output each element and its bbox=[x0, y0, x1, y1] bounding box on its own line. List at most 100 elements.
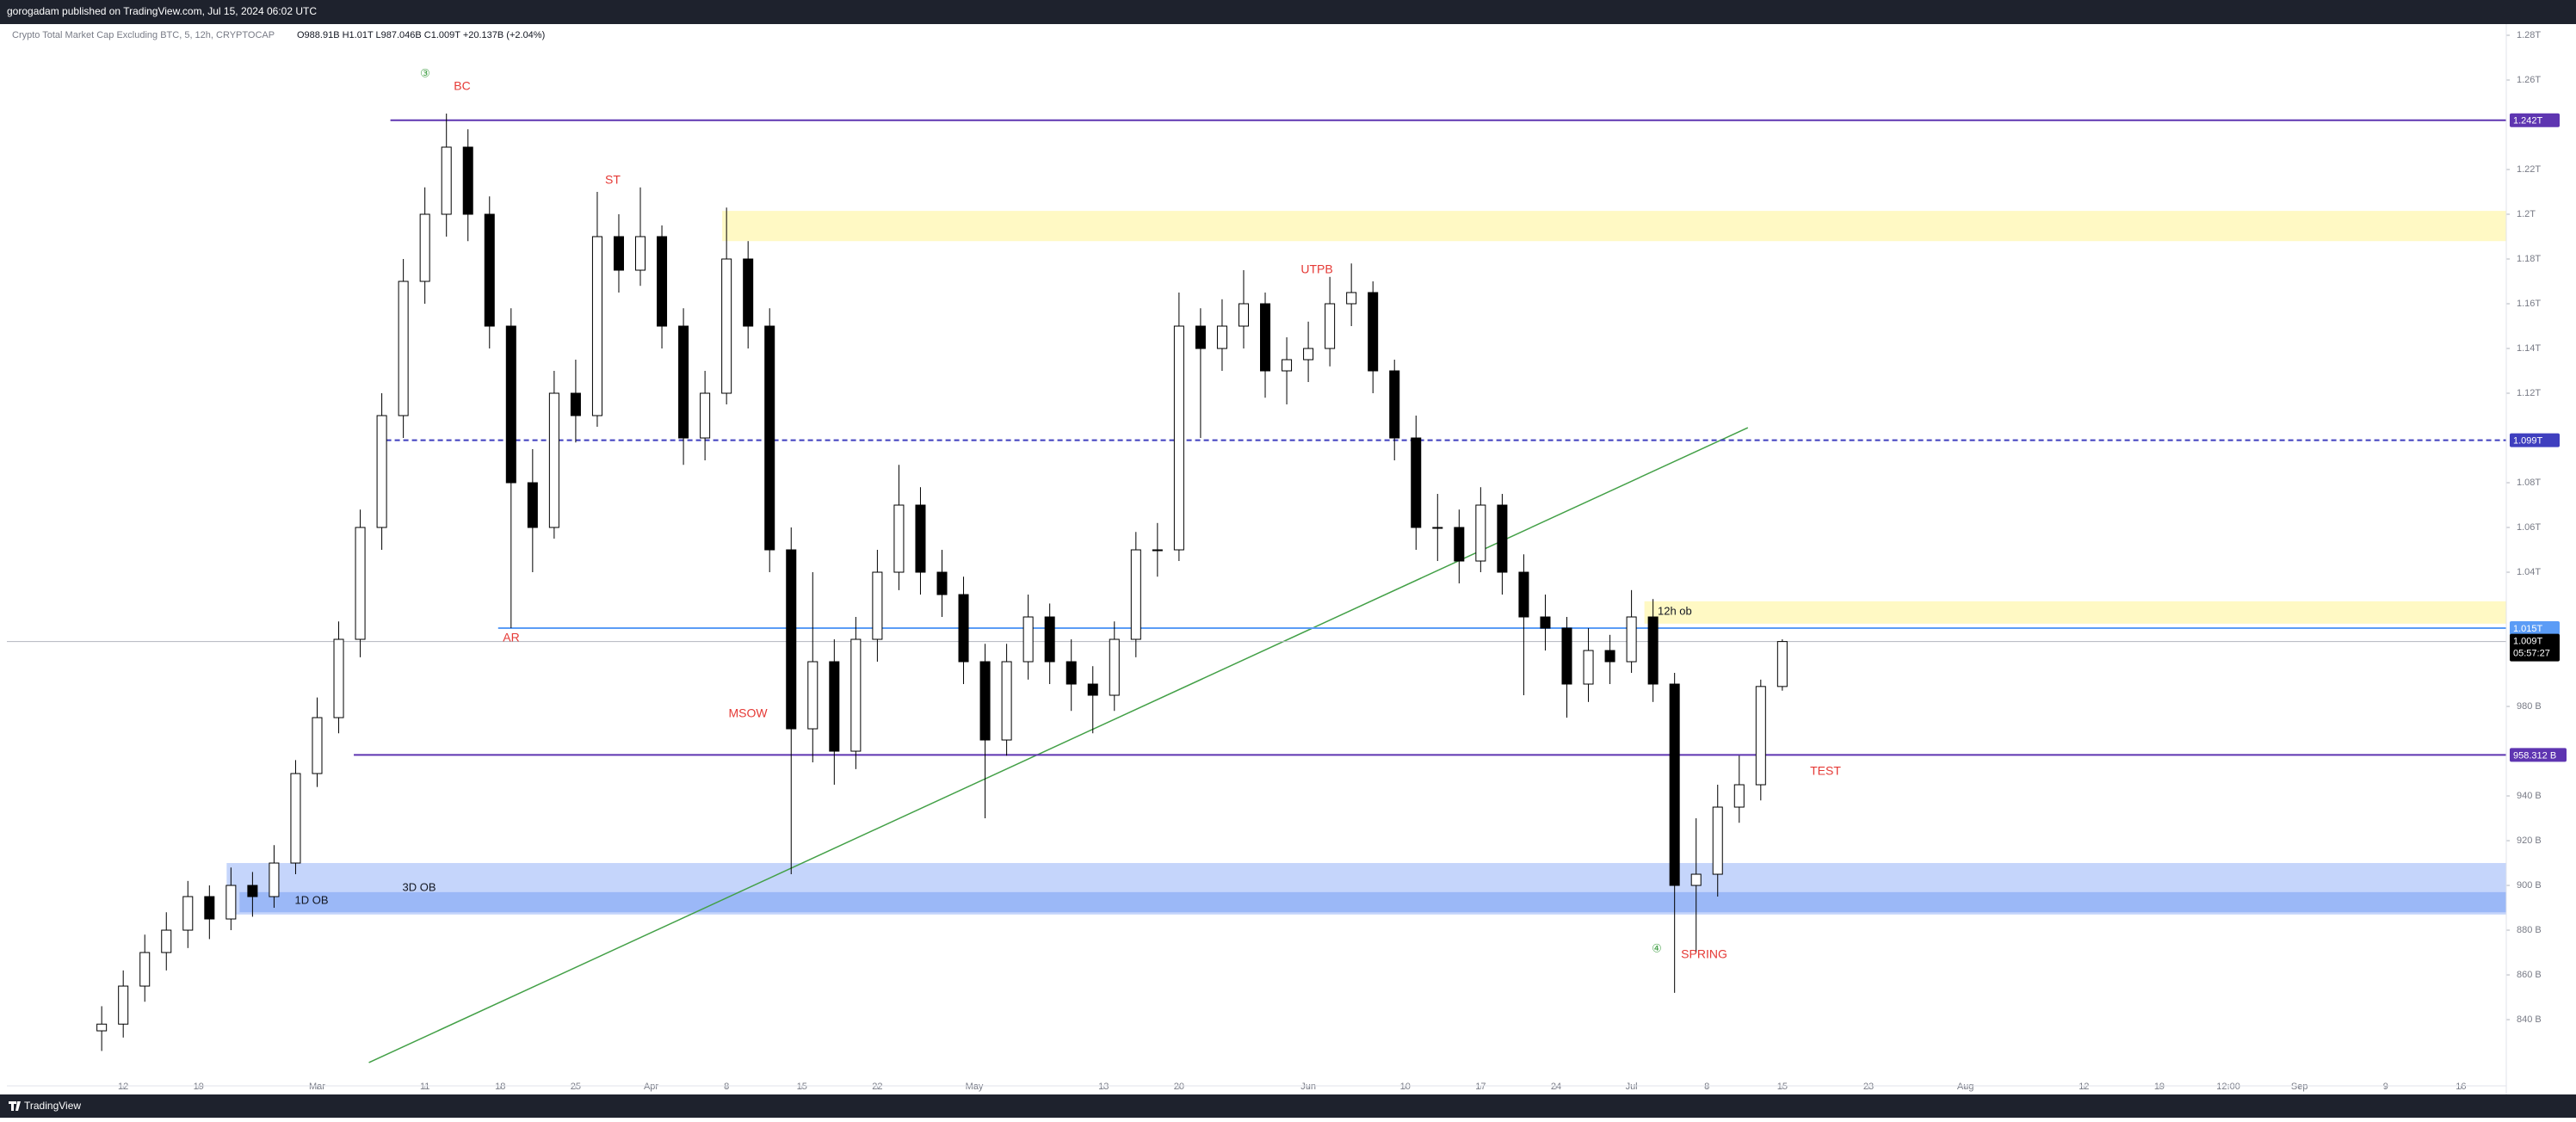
candle-body bbox=[635, 236, 646, 271]
annotation: ③ bbox=[420, 66, 430, 79]
level-label-box bbox=[2510, 433, 2560, 447]
candle-body bbox=[1195, 325, 1206, 349]
candle-body bbox=[613, 236, 624, 271]
y-tick-label: 860 B bbox=[2517, 970, 2542, 980]
candle-body bbox=[1173, 325, 1184, 551]
x-tick-label: Jul bbox=[1626, 1082, 1638, 1092]
candle-body bbox=[1518, 571, 1529, 618]
y-tick-label: 920 B bbox=[2517, 835, 2542, 846]
candle-body bbox=[1087, 683, 1098, 696]
annotation: BC bbox=[454, 79, 470, 93]
candle-body bbox=[893, 504, 905, 573]
annotation: 12h ob bbox=[1658, 604, 1692, 617]
zones bbox=[226, 211, 2507, 915]
footer-bar bbox=[0, 1094, 2576, 1118]
candle-body bbox=[1669, 683, 1680, 886]
candle-body bbox=[1346, 292, 1357, 305]
x-tick-label: 13 bbox=[1098, 1082, 1109, 1092]
x-tick-label: 12 bbox=[2079, 1082, 2089, 1092]
candle-body bbox=[743, 258, 754, 327]
y-tick-label: 1.16T bbox=[2517, 299, 2541, 309]
countdown: 05:57:27 bbox=[2513, 649, 2550, 659]
candle-body bbox=[1325, 303, 1336, 349]
y-tick-label: 1.06T bbox=[2517, 522, 2541, 533]
candle-body bbox=[807, 661, 819, 730]
x-tick-label: 16 bbox=[2456, 1082, 2466, 1092]
candle-body bbox=[484, 213, 495, 327]
header-bar bbox=[0, 0, 2576, 24]
y-tick-label: 1.28T bbox=[2517, 30, 2541, 40]
annotation: UTPB bbox=[1300, 262, 1332, 276]
x-tick-label: Aug bbox=[1957, 1082, 1974, 1092]
x-tick-label: 23 bbox=[1863, 1082, 1874, 1092]
x-tick-label: 20 bbox=[1174, 1082, 1184, 1092]
candle-body bbox=[786, 549, 797, 730]
y-tick-label: 1.2T bbox=[2517, 209, 2536, 219]
level-label-box bbox=[2510, 748, 2567, 762]
candle-body bbox=[1368, 292, 1379, 372]
candle-body bbox=[657, 236, 668, 327]
drawings bbox=[7, 119, 2506, 1063]
candle-body bbox=[1022, 616, 1034, 663]
candle-body bbox=[1432, 527, 1443, 529]
candle-body bbox=[1540, 616, 1551, 629]
level-label: 958.312 B bbox=[2513, 750, 2556, 761]
candle-body bbox=[1411, 437, 1422, 528]
y-tick-label: 1.18T bbox=[2517, 254, 2541, 264]
candle-body bbox=[312, 717, 323, 774]
candle-body bbox=[204, 896, 215, 920]
candle-body bbox=[139, 952, 151, 987]
candle-body bbox=[591, 236, 602, 416]
level-label-box bbox=[2510, 621, 2560, 636]
zone bbox=[1644, 601, 2506, 624]
candle-body bbox=[1282, 359, 1293, 372]
x-tick-label: 9 bbox=[2383, 1082, 2388, 1092]
candle-body bbox=[548, 392, 559, 528]
candle-body bbox=[936, 571, 948, 595]
candle-body bbox=[1066, 661, 1077, 685]
candle-body bbox=[678, 325, 689, 439]
zone bbox=[239, 891, 2507, 913]
x-tick-label: 25 bbox=[571, 1082, 581, 1092]
candle-body bbox=[1260, 303, 1271, 372]
candle-body bbox=[161, 929, 172, 953]
x-tick-label: 10 bbox=[1400, 1082, 1411, 1092]
last-price-label: 1.009T bbox=[2513, 637, 2543, 647]
level-label: 1.015T bbox=[2513, 624, 2543, 634]
candle-body bbox=[1497, 504, 1508, 573]
legend-ohlc: O988.91B H1.01T L987.046B C1.009T +20.13… bbox=[297, 30, 545, 40]
candle-body bbox=[182, 896, 194, 931]
level-label: 1.242T bbox=[2513, 116, 2543, 126]
annotation: ④ bbox=[1652, 941, 1662, 954]
candle-body bbox=[96, 1023, 108, 1032]
candle-body bbox=[355, 527, 366, 640]
x-tick-label: 12:00 bbox=[2216, 1082, 2240, 1092]
x-tick-label: 24 bbox=[1551, 1082, 1561, 1092]
candle-body bbox=[1389, 370, 1400, 439]
y-tick-label: 1.26T bbox=[2517, 75, 2541, 85]
y-tick-label: 900 B bbox=[2517, 880, 2542, 891]
candle-body bbox=[1130, 549, 1141, 640]
y-tick-label: 940 B bbox=[2517, 791, 2542, 801]
x-tick-label: Mar bbox=[309, 1082, 325, 1092]
x-tick-label: May bbox=[966, 1082, 984, 1092]
candle-body bbox=[1733, 784, 1745, 808]
candle-body bbox=[958, 594, 969, 663]
x-tick-label: 8 bbox=[724, 1082, 729, 1092]
y-tick-label: 980 B bbox=[2517, 701, 2542, 712]
candle-body bbox=[398, 280, 409, 416]
x-tick-label: 12 bbox=[118, 1082, 128, 1092]
annotation: SPRING bbox=[1681, 947, 1727, 961]
candle-body bbox=[419, 213, 430, 282]
candle-body bbox=[979, 661, 991, 741]
candle-body bbox=[225, 885, 237, 920]
x-tick-label: Apr bbox=[644, 1082, 658, 1092]
y-tick-label: 1.04T bbox=[2517, 567, 2541, 577]
candle-body bbox=[1475, 504, 1486, 562]
candle-body bbox=[1454, 527, 1465, 562]
candle-body bbox=[721, 258, 732, 394]
candle-body bbox=[570, 392, 581, 416]
